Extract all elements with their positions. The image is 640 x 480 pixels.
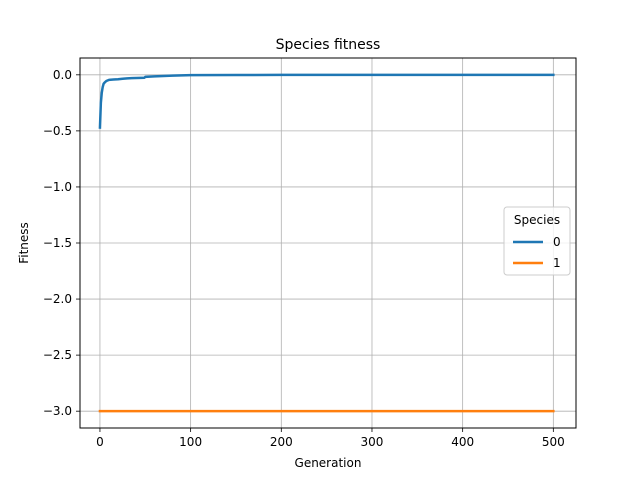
x-tick-label: 100 [179,435,202,449]
x-tick-label: 200 [270,435,293,449]
tick-layer: 0 100 200 300 400 500 0.0 −0.5 −1.0 −1.5 −2.0 −2.5 −… [43,68,565,449]
x-tick-label: 300 [361,435,384,449]
x-tick-label: 500 [542,435,565,449]
legend: Species 0 1 [503,206,571,276]
legend-title: Species [514,213,560,227]
series-layer [98,73,555,413]
y-tick-label: −1.5 [43,236,72,250]
x-tick-label: 400 [451,435,474,449]
y-tick-label: −3.0 [43,404,72,418]
y-axis-label: Fitness [17,222,31,264]
y-tick-label: 0.0 [53,68,72,82]
x-tick-label: 0 [96,435,104,449]
legend-label-series-1: 1 [553,256,561,270]
x-axis-label: Generation [295,456,362,470]
legend-label-series-0: 0 [553,235,561,249]
series-line-0 [98,73,555,129]
y-tick-label: −0.5 [43,124,72,138]
y-tick-label: −2.0 [43,292,72,306]
grid-layer [80,58,576,428]
chart-title: Species fitness [276,37,381,53]
y-tick-label: −1.0 [43,180,72,194]
y-tick-label: −2.5 [43,348,72,362]
